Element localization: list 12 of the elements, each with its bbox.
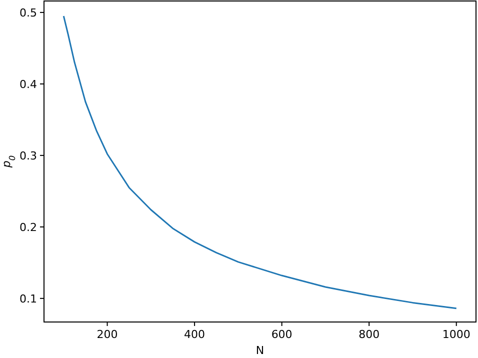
- x-tick-label: 400: [184, 328, 206, 341]
- line-series: [62, 15, 458, 310]
- y-tick-label: 0.3: [20, 149, 37, 162]
- y-tick-label: 0.2: [20, 220, 37, 234]
- y-tick-label: 0.1: [20, 292, 37, 306]
- y-tick-label: 0.4: [20, 78, 37, 91]
- x-axis-title: N: [256, 344, 264, 357]
- x-tick-label: 1000: [442, 328, 470, 341]
- x-tick-label: 600: [271, 328, 292, 341]
- y-tick-label: 0.5: [20, 6, 37, 20]
- x-tick-label: 800: [358, 328, 380, 341]
- x-tick-label: 200: [96, 328, 118, 341]
